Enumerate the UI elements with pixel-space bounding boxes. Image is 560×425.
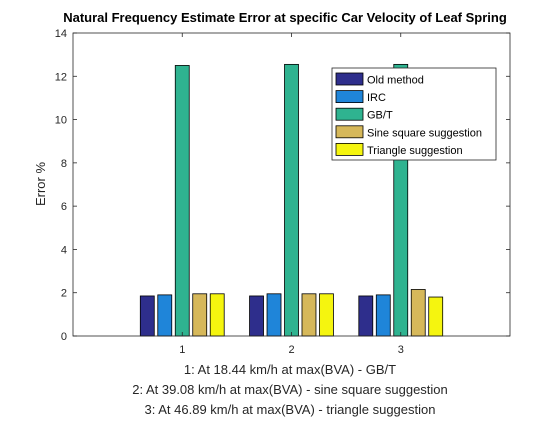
legend-label: IRC bbox=[367, 92, 386, 104]
x-tick-label: 2 bbox=[288, 344, 294, 356]
bar-sine-square-suggestion-1 bbox=[192, 293, 208, 337]
bar-irc-1 bbox=[157, 294, 173, 337]
y-tick-label: 10 bbox=[55, 115, 67, 127]
bar-irc-2 bbox=[266, 293, 282, 337]
bar-gb-t-1 bbox=[174, 65, 190, 337]
legend-label: Old method bbox=[367, 75, 424, 87]
bar-sine-square-suggestion-3 bbox=[410, 289, 426, 337]
bar-triangle-suggestion-1 bbox=[209, 293, 225, 337]
y-tick-label: 12 bbox=[55, 71, 67, 83]
legend-label: GB/T bbox=[367, 110, 393, 122]
legend-swatch bbox=[335, 107, 364, 121]
bar-old-method-2 bbox=[249, 295, 264, 337]
bar-irc-3 bbox=[375, 294, 391, 337]
y-tick-label: 8 bbox=[61, 158, 67, 170]
y-axis-label: Error % bbox=[33, 162, 48, 207]
y-tick-label: 14 bbox=[55, 28, 67, 40]
x-axis-label-line-1: 1: At 18.44 km/h at max(BVA) - GB/T bbox=[184, 362, 396, 377]
bar-old-method-3 bbox=[358, 295, 374, 337]
y-tick-label: 4 bbox=[61, 244, 67, 256]
legend-swatch bbox=[335, 90, 364, 103]
x-axis-label-line-2: 2: At 39.08 km/h at max(BVA) - sine squa… bbox=[132, 382, 448, 397]
legend-label: Triangle suggestion bbox=[367, 145, 463, 157]
x-tick-label: 3 bbox=[398, 344, 404, 356]
legend: Old method IRC GB/T Sine square suggestion T… bbox=[331, 67, 497, 161]
legend-label: Sine square suggestion bbox=[367, 127, 482, 139]
chart-title: Natural Frequency Estimate Error at spec… bbox=[63, 10, 507, 25]
legend-swatch bbox=[335, 72, 364, 86]
bar-triangle-suggestion-3 bbox=[428, 296, 444, 337]
x-tick-label: 1 bbox=[179, 344, 185, 356]
x-axis-label-line-3: 3: At 46.89 km/h at max(BVA) - triangle … bbox=[145, 402, 436, 417]
y-tick-label: 6 bbox=[61, 201, 67, 213]
bar-gb-t-2 bbox=[284, 63, 299, 337]
y-tick-label: 0 bbox=[61, 331, 67, 343]
bar-triangle-suggestion-2 bbox=[319, 293, 334, 337]
bar-old-method-1 bbox=[139, 295, 155, 337]
legend-swatch bbox=[335, 142, 364, 156]
bar-sine-square-suggestion-2 bbox=[301, 293, 317, 337]
y-tick-label: 2 bbox=[61, 288, 67, 300]
legend-swatch bbox=[335, 125, 364, 139]
